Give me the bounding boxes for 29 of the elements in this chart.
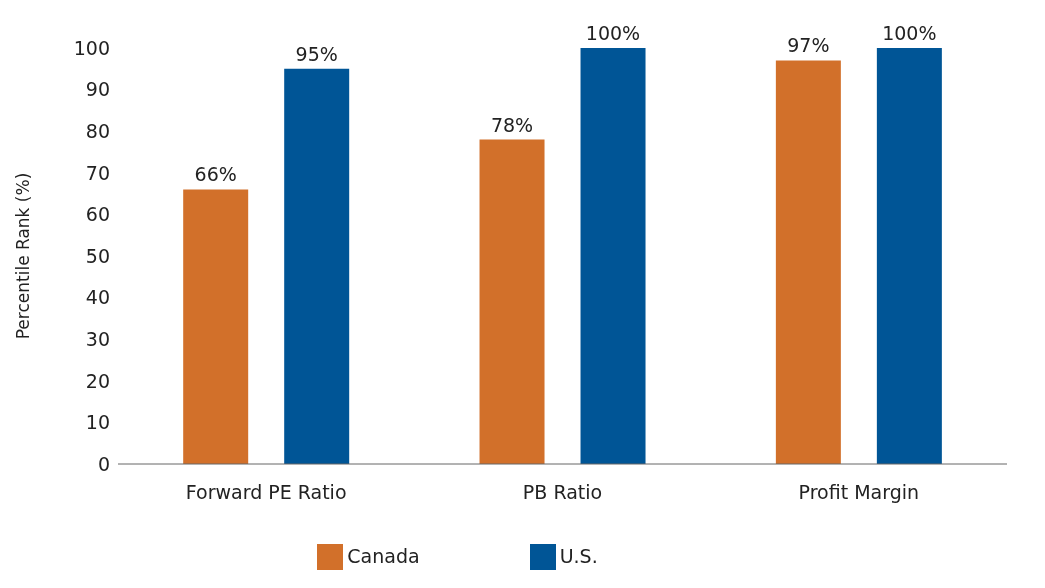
- y-axis-title: Percentile Rank (%): [13, 172, 34, 340]
- y-tick-label: 100: [73, 36, 110, 59]
- bar: [284, 68, 350, 464]
- y-tick-label: 70: [85, 161, 110, 184]
- data-label: 97%: [787, 34, 830, 57]
- data-label: 100%: [882, 22, 937, 44]
- y-tick-label: 30: [85, 327, 110, 350]
- legend-label: Canada: [347, 544, 420, 567]
- bar: [775, 60, 841, 464]
- y-tick-label: 50: [85, 244, 110, 267]
- bar: [183, 189, 249, 464]
- y-tick-label: 60: [85, 203, 110, 226]
- data-label: 100%: [585, 22, 641, 44]
- y-tick-label: 0: [97, 452, 110, 475]
- x-tick-label: Profit Margin: [798, 481, 920, 504]
- bar: [580, 48, 646, 464]
- y-tick-label: 80: [85, 119, 110, 142]
- y-tick-label: 20: [85, 369, 110, 392]
- legend-label: U.S.: [559, 544, 598, 567]
- data-label: 95%: [295, 42, 338, 65]
- y-tick-label: 10: [85, 411, 110, 434]
- y-tick-label: 90: [85, 78, 110, 101]
- bar: [479, 139, 545, 464]
- x-tick-label: PB Ratio: [522, 481, 603, 504]
- x-tick-label: Forward PE Ratio: [185, 481, 347, 504]
- data-label: 66%: [194, 163, 237, 186]
- bar: [876, 48, 942, 464]
- data-label: 78%: [490, 113, 534, 136]
- y-tick-label: 40: [85, 286, 110, 309]
